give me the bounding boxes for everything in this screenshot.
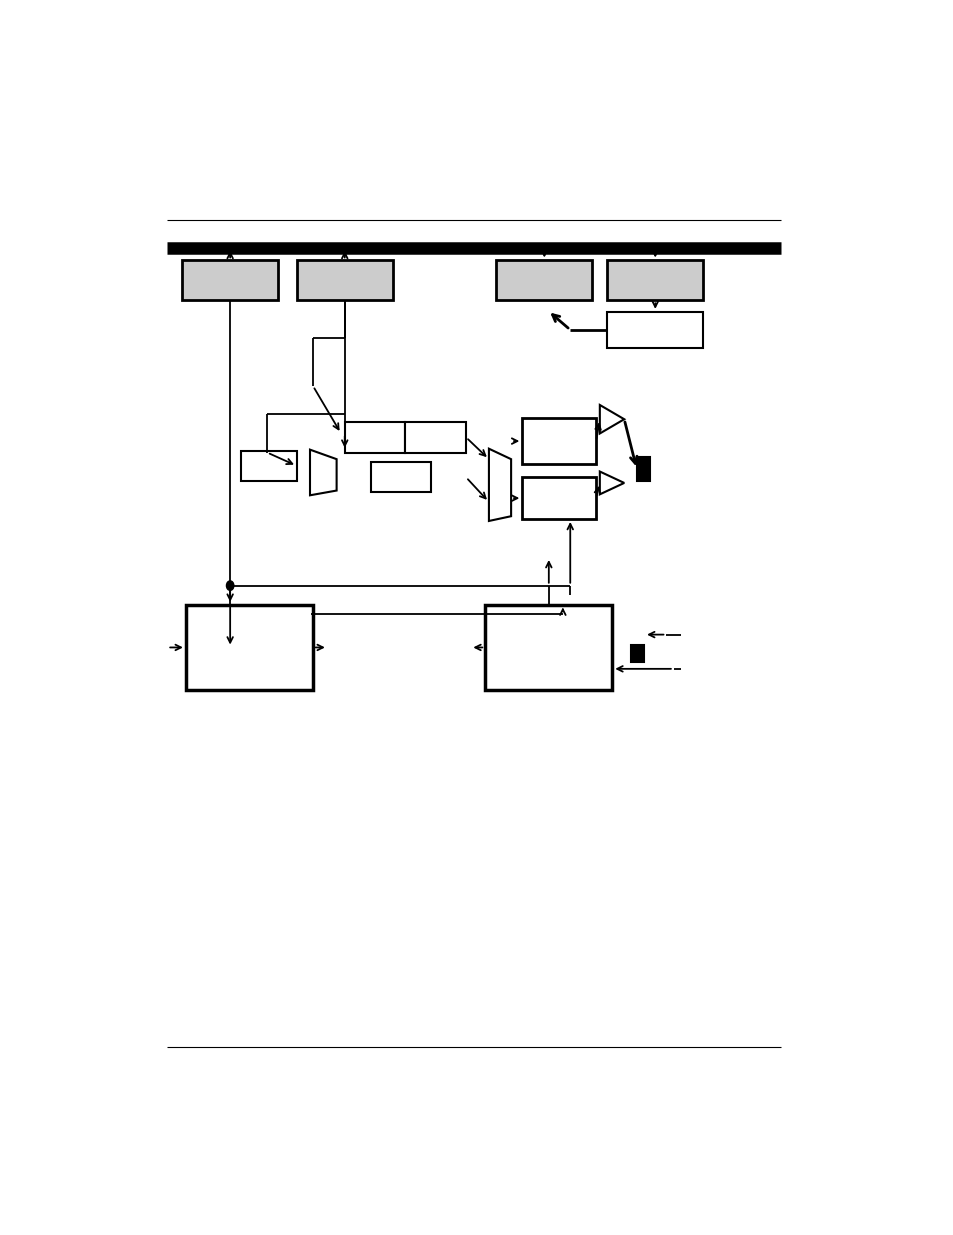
FancyBboxPatch shape <box>405 422 465 452</box>
FancyBboxPatch shape <box>344 422 405 452</box>
Polygon shape <box>310 450 336 495</box>
Polygon shape <box>599 472 623 494</box>
FancyBboxPatch shape <box>496 261 592 300</box>
FancyBboxPatch shape <box>630 645 643 662</box>
Polygon shape <box>599 405 623 433</box>
Circle shape <box>226 580 233 590</box>
FancyBboxPatch shape <box>521 419 596 464</box>
FancyBboxPatch shape <box>370 462 431 493</box>
FancyBboxPatch shape <box>485 605 612 690</box>
FancyBboxPatch shape <box>606 261 702 300</box>
FancyBboxPatch shape <box>521 477 596 519</box>
FancyBboxPatch shape <box>186 605 313 690</box>
FancyBboxPatch shape <box>637 457 649 482</box>
FancyBboxPatch shape <box>606 311 702 348</box>
Polygon shape <box>488 448 511 521</box>
FancyBboxPatch shape <box>241 451 296 482</box>
FancyBboxPatch shape <box>296 261 393 300</box>
FancyBboxPatch shape <box>182 261 278 300</box>
